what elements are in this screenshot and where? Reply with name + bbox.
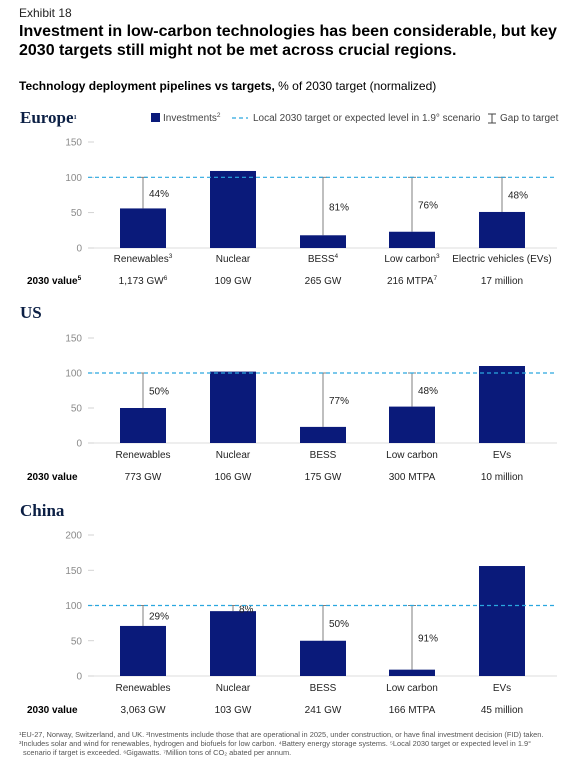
europe-category-label: BESS4 bbox=[308, 253, 339, 265]
us-gap-label: 48% bbox=[418, 386, 438, 397]
us-2030-value: 106 GW bbox=[215, 472, 252, 483]
us-ytick-label: 150 bbox=[65, 334, 82, 345]
us-2030-value: 175 GW bbox=[305, 472, 342, 483]
china-bar bbox=[389, 669, 435, 676]
europe-bar bbox=[120, 208, 166, 248]
china-category-label: Low carbon bbox=[386, 683, 438, 694]
legend-investments-swatch bbox=[151, 113, 160, 122]
china-bar bbox=[479, 566, 525, 676]
us-category-label: Low carbon bbox=[386, 450, 438, 461]
us-ytick-label: 100 bbox=[65, 369, 82, 380]
europe-region-title: Europe1 bbox=[20, 108, 77, 127]
china-category-label: Renewables bbox=[115, 683, 170, 694]
china-ytick-label: 200 bbox=[65, 531, 82, 542]
europe-gap-label: 81% bbox=[329, 202, 349, 213]
us-gap-label: 77% bbox=[329, 396, 349, 407]
us-bar bbox=[300, 426, 346, 443]
europe-bar bbox=[300, 235, 346, 248]
china-2030-value: 241 GW bbox=[305, 705, 342, 716]
us-category-label: EVs bbox=[493, 450, 511, 461]
europe-ytick-label: 0 bbox=[76, 244, 82, 255]
us-ytick-label: 50 bbox=[71, 404, 83, 415]
exhibit-label: Exhibit 18 bbox=[19, 6, 72, 20]
europe-bar bbox=[479, 211, 525, 248]
europe-gap-label: 48% bbox=[508, 191, 528, 202]
footnote-line-1: ¹EU-27, Norway, Switzerland, and UK. ²In… bbox=[19, 730, 544, 739]
china-gap-label: 91% bbox=[418, 634, 438, 645]
europe-2030-value: 109 GW bbox=[215, 276, 252, 287]
europe-category-label: Nuclear bbox=[216, 254, 251, 265]
china-category-label: BESS bbox=[310, 683, 337, 694]
china-2030-value: 3,063 GW bbox=[120, 705, 166, 716]
legend-target-label: Local 2030 target or expected level in 1… bbox=[253, 113, 481, 124]
us-bar bbox=[389, 406, 435, 443]
subtitle-bold: Technology deployment pipelines vs targe… bbox=[19, 79, 275, 93]
chart-headline: Investment in low-carbon technologies ha… bbox=[19, 23, 557, 59]
china-category-label: Nuclear bbox=[216, 683, 251, 694]
legend-gap-label: Gap to target bbox=[500, 113, 559, 124]
us-region-title: US bbox=[20, 303, 42, 322]
footnotes: ¹EU-27, Norway, Switzerland, and UK. ²In… bbox=[19, 730, 578, 757]
europe-2030-value: 17 million bbox=[481, 276, 523, 287]
legend-investments-label: Investments2 bbox=[163, 112, 221, 124]
us-category-label: Renewables bbox=[115, 450, 170, 461]
us-2030-value: 10 million bbox=[481, 472, 523, 483]
us-bar bbox=[479, 366, 525, 443]
china-gap-label: 29% bbox=[149, 612, 169, 623]
europe-category-label: Low carbon3 bbox=[384, 253, 440, 265]
china-category-label: EVs bbox=[493, 683, 511, 694]
europe-category-label: Renewables3 bbox=[114, 253, 173, 265]
footnote-line-2: ³Includes solar and wind for renewables,… bbox=[19, 739, 532, 748]
china-ytick-label: 150 bbox=[65, 566, 82, 577]
subtitle-rest: % of 2030 target (normalized) bbox=[274, 79, 437, 93]
us-bar bbox=[120, 408, 166, 443]
china-2030-value: 45 million bbox=[481, 705, 523, 716]
europe-ytick-label: 100 bbox=[65, 173, 82, 184]
china-region-title: China bbox=[20, 501, 65, 520]
europe-bar bbox=[210, 170, 256, 248]
china-ytick-label: 100 bbox=[65, 601, 82, 612]
europe-gap-label: 44% bbox=[149, 189, 169, 200]
europe-2030-value-row-label: 2030 value5 bbox=[27, 275, 82, 287]
us-ytick-label: 0 bbox=[76, 439, 82, 450]
china-bar bbox=[210, 611, 256, 676]
china-bar bbox=[120, 625, 166, 676]
china-2030-value: 166 MTPA bbox=[389, 705, 436, 716]
europe-2030-value: 216 MTPA7 bbox=[387, 275, 438, 287]
china-ytick-label: 50 bbox=[71, 636, 83, 647]
us-gap-label: 50% bbox=[149, 387, 169, 398]
europe-2030-value: 1,173 GW6 bbox=[119, 275, 168, 287]
us-category-label: Nuclear bbox=[216, 450, 251, 461]
us-2030-value: 300 MTPA bbox=[389, 472, 436, 483]
us-2030-value: 773 GW bbox=[125, 472, 162, 483]
china-gap-label: 50% bbox=[329, 619, 349, 630]
china-ytick-label: 0 bbox=[76, 672, 82, 683]
china-gap-label: 8% bbox=[239, 604, 254, 615]
europe-2030-value: 265 GW bbox=[305, 276, 342, 287]
china-2030-value: 103 GW bbox=[215, 705, 252, 716]
europe-ytick-label: 150 bbox=[65, 138, 82, 149]
europe-ytick-label: 50 bbox=[71, 208, 83, 219]
china-2030-value-row-label: 2030 value bbox=[27, 705, 78, 716]
footnote-line-3: scenario if target is exceeded. ⁶Gigawat… bbox=[23, 748, 292, 757]
us-bar bbox=[210, 371, 256, 443]
chart-subtitle: Technology deployment pipelines vs targe… bbox=[19, 79, 436, 93]
china-bar bbox=[300, 640, 346, 676]
europe-category-label: Electric vehicles (EVs) bbox=[452, 254, 551, 265]
us-category-label: BESS bbox=[310, 450, 337, 461]
europe-bar bbox=[389, 231, 435, 248]
europe-gap-label: 76% bbox=[418, 201, 438, 212]
us-2030-value-row-label: 2030 value bbox=[27, 472, 78, 483]
